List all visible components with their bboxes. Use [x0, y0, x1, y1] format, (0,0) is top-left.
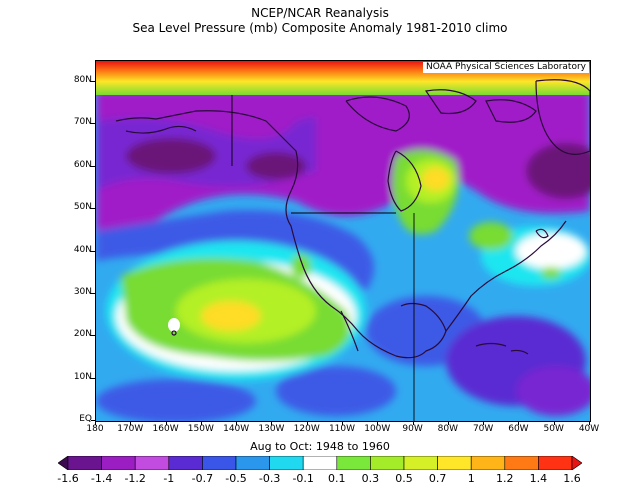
y-tick [91, 292, 95, 294]
map-plot-area: NOAA Physical Sciences Laboratory [95, 60, 591, 422]
y-tick-label: 40N [73, 244, 92, 255]
colorbar-tick-label: 0.1 [328, 472, 346, 485]
y-tick-label: 70N [73, 117, 92, 128]
x-tick [130, 421, 132, 425]
colorbar-segment [302, 456, 338, 470]
colorbar-segment [202, 456, 237, 470]
colorbar-segment [134, 456, 170, 470]
credit-label: NOAA Physical Sciences Laboratory [422, 62, 589, 73]
x-tick-label: 140W [223, 424, 250, 434]
colorbar-tick-label: 0.3 [361, 472, 380, 485]
x-tick [95, 421, 96, 425]
colorbar-segment [538, 456, 573, 470]
x-tick [483, 421, 485, 425]
x-tick-label: 120W [293, 424, 320, 434]
y-tick [91, 81, 95, 82]
x-tick [236, 421, 238, 425]
colorbar-tick-label: -1 [163, 472, 175, 485]
y-tick [91, 123, 95, 125]
colorbar-tick-label: 1 [467, 472, 475, 485]
y-tick-label: 60N [73, 159, 92, 170]
colorbar-tick-label: -0.1 [292, 472, 314, 485]
colorbar-tick-label: 0.7 [428, 472, 447, 485]
y-tick [91, 335, 95, 337]
y-tick-label: 20N [73, 329, 92, 340]
colorbar-tick-label: -0.3 [258, 472, 281, 485]
period-caption: Aug to Oct: 1948 to 1960 [250, 440, 390, 453]
colorbar-segment [235, 456, 270, 470]
x-tick [342, 421, 343, 425]
chart-subtitle: Sea Level Pressure (mb) Composite Anomal… [132, 21, 508, 35]
colorbar-segment [403, 456, 438, 470]
x-tick-label: 40W [578, 424, 600, 434]
colorbar-segment [336, 456, 371, 470]
colorbar-segment [101, 456, 136, 470]
y-tick [91, 377, 95, 379]
x-tick-label: 160W [152, 424, 179, 434]
x-tick-label: 150W [187, 424, 214, 434]
colorbar-segment [470, 456, 506, 470]
x-tick [553, 421, 555, 425]
y-tick-label: 80N [73, 75, 92, 85]
colorbar-segment [168, 456, 203, 470]
anomaly-map [96, 61, 590, 421]
x-tick-label: 170W [117, 424, 144, 434]
y-tick-label: 30N [73, 286, 92, 297]
x-tick-label: 130W [258, 424, 285, 434]
y-tick [91, 420, 95, 421]
y-tick-label: 50N [73, 202, 92, 213]
colorbar-segment [370, 456, 405, 470]
x-tick-label: 50W [543, 424, 564, 434]
x-tick-label: 70W [472, 424, 494, 434]
colorbar-segment [437, 456, 472, 470]
colorbar-segment [269, 456, 304, 470]
x-tick-label: 60W [508, 424, 529, 434]
colorbar-segment [504, 456, 539, 470]
colorbar-tick-label: -0.7 [191, 472, 214, 485]
colorbar-tick-label: 1.2 [496, 472, 514, 485]
x-tick-label: 110W [328, 424, 356, 434]
colorbar [58, 456, 582, 470]
colorbar-tick-label: 0.5 [395, 472, 413, 485]
colorbar-tick-label: -1.2 [124, 472, 146, 485]
colorbar-tick-label: -0.5 [225, 472, 247, 485]
y-tick [91, 208, 95, 210]
x-tick-label: 90W [402, 424, 423, 434]
colorbar-tick-label: -1.4 [90, 472, 113, 485]
x-tick-label: 80W [437, 424, 459, 434]
y-tick [91, 165, 95, 167]
x-tick [377, 421, 379, 425]
x-tick [447, 421, 449, 425]
y-tick-label: 10N [73, 371, 92, 382]
x-tick [589, 421, 590, 425]
colorbar-tick-label: 1.6 [563, 472, 581, 485]
x-tick [271, 421, 273, 425]
y-tick [91, 250, 95, 252]
x-tick [165, 421, 167, 425]
y-tick-label: EQ [79, 414, 92, 424]
x-tick [518, 421, 520, 425]
colorbar-min-arrow [58, 456, 69, 470]
x-tick-label: 100W [364, 424, 391, 434]
x-tick [200, 421, 202, 425]
colorbar-max-arrow [571, 456, 582, 470]
colorbar-segment [67, 456, 102, 470]
x-tick-label: 180 [86, 424, 104, 434]
colorbar-tick-label: 1.4 [529, 472, 548, 485]
colorbar-tick-label: -1.6 [57, 472, 79, 485]
x-tick [412, 421, 414, 425]
x-tick [306, 421, 308, 425]
chart-title: NCEP/NCAR Reanalysis [251, 6, 389, 20]
